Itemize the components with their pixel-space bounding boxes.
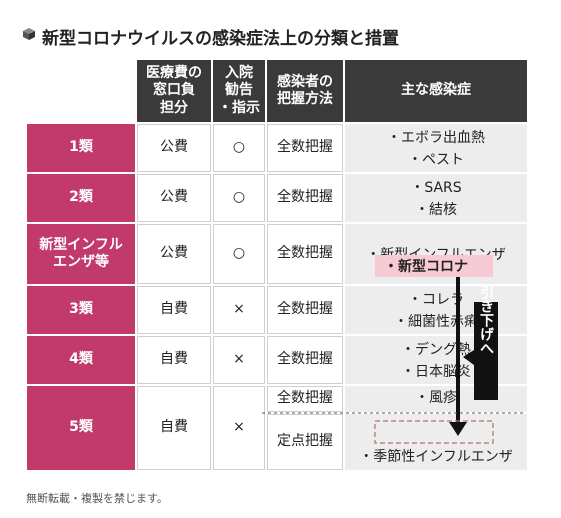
grasp-cell: 全数把握 bbox=[267, 124, 343, 172]
admission-cell: ○ bbox=[213, 174, 265, 222]
category-cell: 4類 bbox=[27, 336, 135, 384]
admission-cell: ○ bbox=[213, 124, 265, 172]
admission-cell: × bbox=[213, 286, 265, 334]
header-cost: 医療費の 窓口負 担分 bbox=[137, 60, 211, 122]
table-row: 1類 公費 ○ 全数把握 ・エボラ出血熱 ・ペスト bbox=[27, 124, 527, 172]
header-row: 医療費の 窓口負 担分 入院 勧告 ・指示 感染者の 把握方法 主な感染症 bbox=[27, 60, 527, 122]
cost-cell: 公費 bbox=[137, 224, 211, 284]
disease-item: ・デング熱 bbox=[401, 342, 471, 358]
table-row-5: 5類 自費 × 全数把握 ・風疹 bbox=[27, 386, 527, 470]
disease-item: ・SARS bbox=[410, 180, 462, 196]
header-blank bbox=[27, 60, 135, 122]
cost-cell: 自費 bbox=[137, 386, 211, 470]
category-cell: 1類 bbox=[27, 124, 135, 172]
disease-item: ・結核 bbox=[415, 202, 457, 218]
admission-cell: × bbox=[213, 336, 265, 384]
disease-item: ・日本脳炎 bbox=[401, 364, 471, 380]
table-row: 4類 自費 × 全数把握 ・デング熱 ・日本脳炎 bbox=[27, 336, 527, 384]
footer-note: 無断転載・複製を禁じます。 bbox=[26, 492, 168, 505]
diseases-cell: ・コレラ ・細菌性赤痢 bbox=[345, 286, 527, 334]
disease-item: ・風疹 bbox=[415, 390, 457, 407]
table-row: 新型インフル エンザ等 公費 ○ 全数把握 ・新型インフルエンザ bbox=[27, 224, 527, 284]
grasp-cell: 全数把握 bbox=[267, 224, 343, 284]
disease-item: ・季節性インフルエンザ bbox=[359, 448, 513, 465]
table-row: 3類 自費 × 全数把握 ・コレラ ・細菌性赤痢 bbox=[27, 286, 527, 334]
header-grasp: 感染者の 把握方法 bbox=[267, 60, 343, 122]
header-diseases: 主な感染症 bbox=[345, 60, 527, 122]
grasp-cell: 全数把握 bbox=[267, 336, 343, 384]
cost-cell: 公費 bbox=[137, 174, 211, 222]
admission-cell: ○ bbox=[213, 224, 265, 284]
disease-item: ・コレラ bbox=[408, 292, 464, 308]
diseases-cell: ・新型インフルエンザ bbox=[345, 224, 527, 284]
diseases-cell: ・エボラ出血熱 ・ペスト bbox=[345, 124, 527, 172]
table-row: 2類 公費 ○ 全数把握 ・SARS ・結核 bbox=[27, 174, 527, 222]
diseases-cell: ・風疹 bbox=[345, 386, 527, 412]
classification-table: 医療費の 窓口負 担分 入院 勧告 ・指示 感染者の 把握方法 主な感染症 1類 公費 ○… bbox=[25, 58, 529, 472]
grasp-cell: 全数把握 bbox=[267, 174, 343, 222]
title-text: 新型コロナウイルスの感染症法上の分類と措置 bbox=[42, 28, 399, 49]
grasp-cell: 全数把握 bbox=[267, 386, 343, 412]
diseases-cell: ・季節性インフルエンザ bbox=[345, 414, 527, 470]
category-cell: 新型インフル エンザ等 bbox=[27, 224, 135, 284]
header-admission: 入院 勧告 ・指示 bbox=[213, 60, 265, 122]
grasp-cell: 定点把握 bbox=[267, 414, 343, 470]
admission-cell: × bbox=[213, 386, 265, 470]
disease-item: ・細菌性赤痢 bbox=[394, 314, 478, 330]
cost-cell: 自費 bbox=[137, 286, 211, 334]
cost-cell: 公費 bbox=[137, 124, 211, 172]
disease-item: ・エボラ出血熱 bbox=[387, 130, 485, 146]
diseases-cell: ・デング熱 ・日本脳炎 bbox=[345, 336, 527, 384]
disease-item: ・新型インフルエンザ bbox=[366, 247, 506, 263]
category-cell: 5類 bbox=[27, 386, 135, 470]
category-cell: 2類 bbox=[27, 174, 135, 222]
category-cell: 3類 bbox=[27, 286, 135, 334]
diseases-cell: ・SARS ・結核 bbox=[345, 174, 527, 222]
cost-cell: 自費 bbox=[137, 336, 211, 384]
page-title: 新型コロナウイルスの感染症法上の分類と措置 bbox=[22, 22, 399, 50]
disease-item: ・ペスト bbox=[408, 152, 464, 168]
grasp-cell: 全数把握 bbox=[267, 286, 343, 334]
cube-icon bbox=[22, 26, 36, 46]
